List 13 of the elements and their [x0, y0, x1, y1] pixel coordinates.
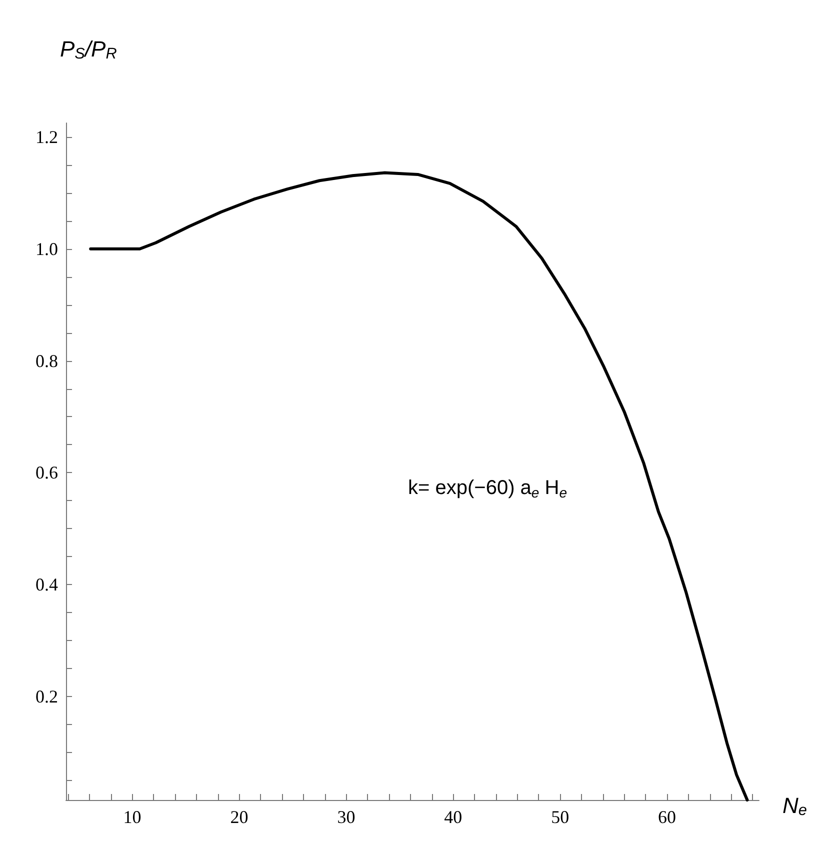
y-tick-label: 0.6 — [36, 462, 58, 483]
y-tick-label: 1.2 — [36, 126, 58, 147]
x-tick-label: 30 — [337, 807, 356, 827]
x-tick-label: 60 — [658, 807, 676, 827]
y-tick-label: 1.0 — [36, 238, 58, 259]
x-tick-label: 40 — [444, 807, 462, 827]
y-tick-label: 0.4 — [36, 574, 58, 595]
line-series — [89, 171, 749, 802]
x-tick-label: 50 — [551, 807, 570, 827]
x-tick-label: 20 — [230, 807, 248, 827]
y-tick-label: 0.2 — [36, 686, 58, 706]
x-tick-label: 10 — [123, 807, 142, 827]
y-tick-label: 0.8 — [36, 350, 58, 371]
